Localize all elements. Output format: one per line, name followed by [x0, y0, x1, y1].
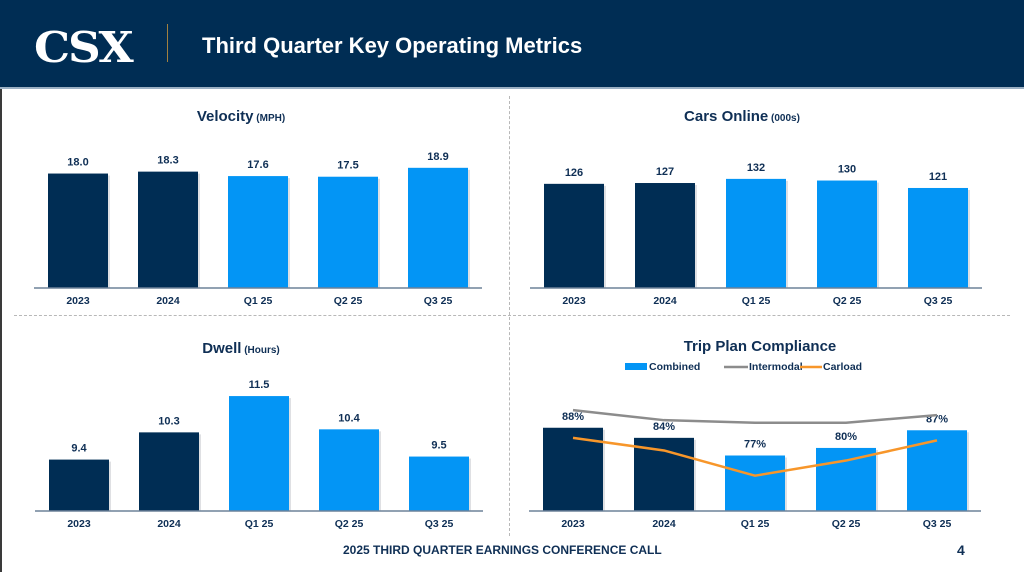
data-label: 10.3 — [158, 415, 179, 427]
series-line-intermodal — [572, 408, 938, 424]
header-divider — [167, 24, 168, 62]
bar-q3-25 — [409, 456, 469, 511]
data-label: 127 — [656, 166, 674, 178]
x-tick-label: Q3 25 — [924, 295, 953, 307]
x-tick-label: Q3 25 — [923, 518, 952, 530]
data-label: 132 — [747, 162, 765, 174]
x-tick-label: Q1 25 — [741, 518, 770, 530]
x-tick-label: 2024 — [653, 295, 677, 307]
bar-2024 — [139, 432, 199, 511]
trip-plan-compliance-title: Trip Plan Compliance — [684, 338, 837, 355]
chart-unit-text: (000s) — [768, 113, 800, 124]
legend-label-combined: Combined — [649, 361, 700, 373]
panel-divider-horizontal — [14, 315, 1010, 316]
x-tick-label: 2023 — [66, 295, 90, 307]
left-edge-strip — [0, 89, 2, 572]
data-label: 18.0 — [67, 157, 88, 169]
data-label: 88% — [562, 411, 584, 423]
legend-label-carload: Carload — [823, 361, 862, 373]
trip-plan-compliance-panel: Trip Plan Compliance Combined Intermodal Ca… — [510, 316, 1010, 534]
bar-2024 — [634, 437, 694, 511]
dwell-chart: Dwell (Hours) 9.4 2023 10.3 2024 11.5 Q1 25 10.… — [35, 340, 483, 530]
slide-title: Third Quarter Key Operating Metrics — [202, 33, 583, 58]
dwell-panel: Dwell (Hours) 9.4 2023 10.3 2024 11.5 Q1 25 10.… — [14, 316, 504, 534]
data-label: 11.5 — [249, 379, 270, 391]
x-tick-label: 2024 — [157, 518, 181, 530]
bar-q1-25 — [726, 178, 786, 288]
x-tick-label: 2024 — [652, 518, 676, 530]
x-tick-label: Q1 25 — [244, 295, 273, 307]
data-label: 10.4 — [338, 412, 360, 424]
velocity-panel: Velocity (MPH) 18.0 2023 18.3 2024 17.6 Q1 25 1… — [14, 96, 504, 312]
trip-plan-compliance-chart: Trip Plan Compliance Combined Intermodal Ca… — [529, 338, 981, 530]
csx-logo: CSX — [34, 23, 134, 72]
bar-q3-25 — [408, 167, 468, 288]
panel-divider-vertical — [509, 96, 510, 536]
velocity-title: Velocity (MPH) — [197, 108, 285, 125]
footer-conference-call: 2025 THIRD QUARTER EARNINGS CONFERENCE C… — [343, 543, 662, 557]
bar-q2-25 — [319, 429, 379, 511]
bar-2024 — [138, 171, 198, 288]
chart-unit-text: (Hours) — [241, 345, 279, 356]
bar-2023 — [49, 459, 109, 511]
velocity-chart: Velocity (MPH) 18.0 2023 18.3 2024 17.6 Q1 25 1… — [34, 108, 482, 307]
x-tick-label: 2024 — [156, 295, 180, 307]
bar-q2-25 — [817, 180, 877, 288]
bar-q2-25 — [318, 176, 378, 288]
x-tick-label: Q2 25 — [833, 295, 862, 307]
bar-2023 — [48, 173, 108, 288]
data-label: 80% — [835, 431, 857, 443]
data-label: 9.4 — [71, 443, 87, 455]
bar-q1-25 — [228, 176, 288, 288]
slide-header: CSX Third Quarter Key Operating Metrics — [0, 0, 1024, 89]
cars-online-panel: Cars Online (000s) 126 2023 127 2024 132 Q1 25… — [510, 96, 1010, 312]
data-label: 18.3 — [157, 155, 178, 167]
bar-2024 — [635, 183, 695, 288]
bar-q3-25 — [908, 187, 968, 288]
x-tick-label: 2023 — [67, 518, 91, 530]
dwell-title: Dwell (Hours) — [202, 340, 280, 357]
legend-swatch-combined — [625, 363, 647, 370]
x-tick-label: Q3 25 — [425, 518, 454, 530]
x-tick-label: Q1 25 — [742, 295, 771, 307]
x-tick-label: Q1 25 — [245, 518, 274, 530]
chart-title-text: Trip Plan Compliance — [684, 338, 837, 355]
bar-2023 — [544, 183, 604, 288]
data-label: 126 — [565, 167, 583, 179]
data-label: 18.9 — [427, 151, 448, 163]
legend-label-intermodal: Intermodal — [749, 361, 803, 373]
x-tick-label: 2023 — [561, 518, 585, 530]
chart-title-text: Velocity — [197, 108, 254, 125]
x-tick-label: Q2 25 — [335, 518, 364, 530]
data-label: 9.5 — [431, 440, 446, 452]
bar-q2-25 — [816, 447, 876, 511]
x-tick-label: Q2 25 — [334, 295, 363, 307]
x-tick-label: 2023 — [562, 295, 586, 307]
data-label: 17.5 — [337, 160, 358, 172]
data-label: 130 — [838, 164, 856, 176]
bar-q1-25 — [725, 455, 785, 511]
x-tick-label: Q2 25 — [832, 518, 861, 530]
data-label: 77% — [744, 439, 766, 451]
chart-unit-text: (MPH) — [254, 113, 286, 124]
cars-online-title: Cars Online (000s) — [684, 108, 800, 125]
chart-title-text: Dwell — [202, 340, 241, 357]
data-label: 84% — [653, 421, 675, 433]
series-line-carload — [572, 436, 938, 477]
data-label: 121 — [929, 171, 947, 183]
data-label: 17.6 — [247, 159, 268, 171]
chart-title-text: Cars Online — [684, 108, 768, 125]
bar-q1-25 — [229, 396, 289, 511]
x-tick-label: Q3 25 — [424, 295, 453, 307]
bar-q3-25 — [907, 430, 967, 511]
cars-online-chart: Cars Online (000s) 126 2023 127 2024 132 Q1 25… — [530, 108, 982, 307]
page-number: 4 — [957, 542, 965, 558]
